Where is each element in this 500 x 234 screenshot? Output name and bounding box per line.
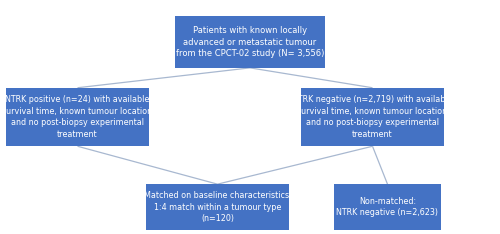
FancyBboxPatch shape bbox=[6, 88, 149, 146]
Text: NTRK positive (n=24) with available
survival time, known tumour location
and no : NTRK positive (n=24) with available surv… bbox=[2, 95, 152, 139]
Text: Non-matched:
NTRK negative (n=2,623): Non-matched: NTRK negative (n=2,623) bbox=[336, 197, 438, 217]
Text: Patients with known locally
advanced or metastatic tumour
from the CPCT-02 study: Patients with known locally advanced or … bbox=[176, 26, 324, 58]
FancyBboxPatch shape bbox=[334, 184, 442, 230]
Text: Matched on baseline characteristics;
1:4 match within a tumour type
(n=120): Matched on baseline characteristics; 1:4… bbox=[144, 191, 292, 223]
FancyBboxPatch shape bbox=[301, 88, 444, 146]
FancyBboxPatch shape bbox=[146, 184, 288, 230]
FancyBboxPatch shape bbox=[175, 16, 325, 68]
Text: NTRK negative (n=2,719) with available
survival time, known tumour location
and : NTRK negative (n=2,719) with available s… bbox=[292, 95, 453, 139]
